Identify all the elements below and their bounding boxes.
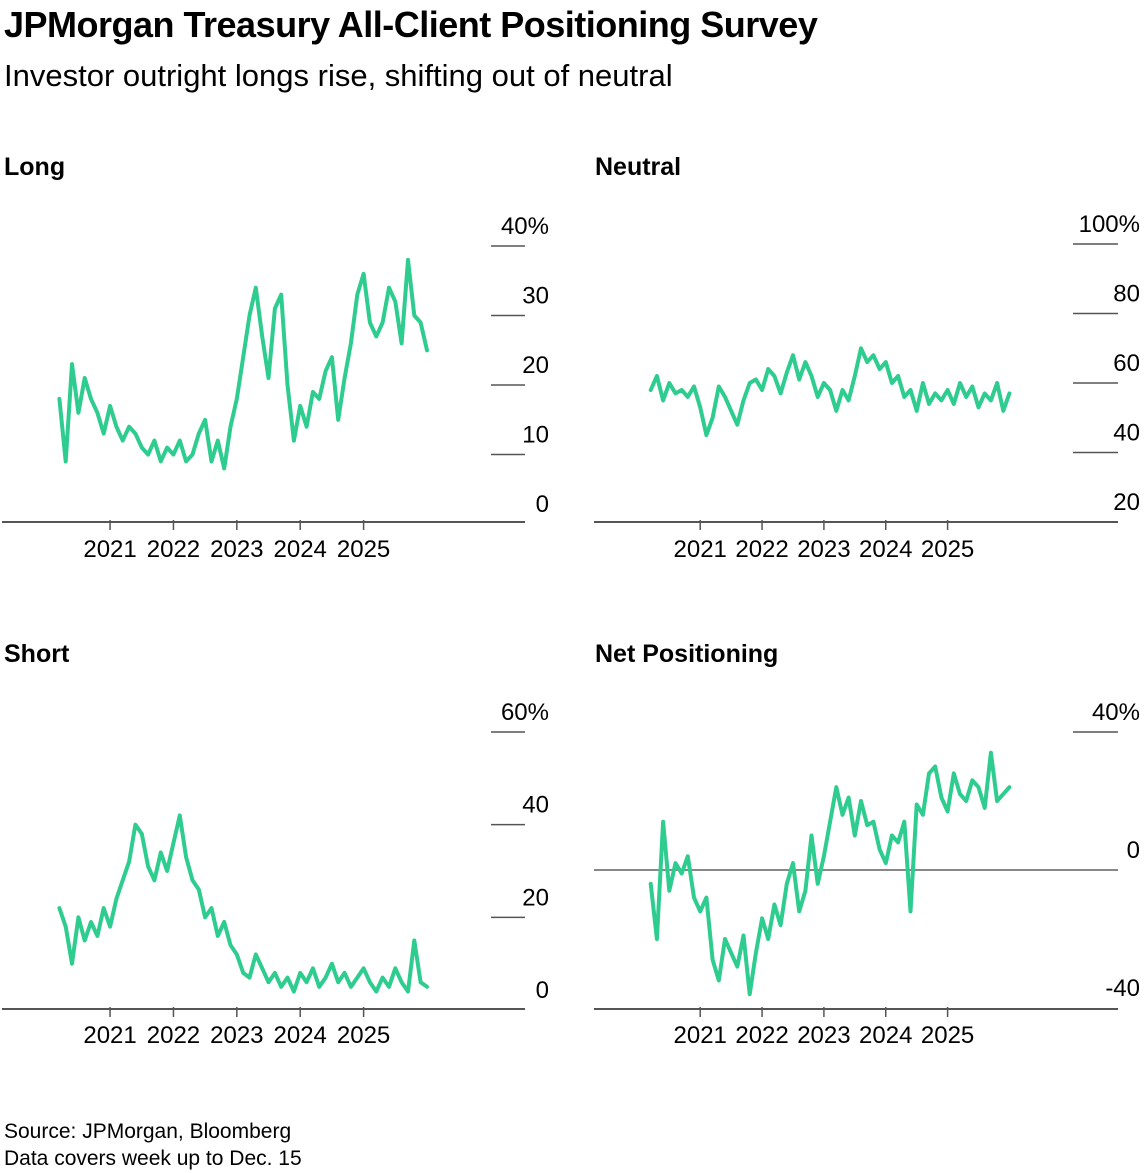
x-tick-label: 2024 (274, 536, 327, 563)
y-tick-label: 60% (501, 699, 549, 726)
y-tick-label: 40 (1113, 420, 1140, 447)
y-tick-label: 20 (1113, 489, 1140, 516)
chart-title: JPMorgan Treasury All-Client Positioning… (4, 4, 818, 45)
x-tick-label: 2025 (337, 1022, 390, 1049)
x-tick-label: 2022 (147, 536, 200, 563)
series-line (57, 257, 429, 471)
y-tick-label: 40% (1092, 699, 1140, 726)
x-tick-label: 2021 (83, 1022, 136, 1049)
series-line (648, 750, 1012, 997)
y-tick-label: 0 (536, 977, 549, 1004)
y-tick-label: 0 (1127, 837, 1140, 864)
x-tick-label: 2025 (921, 1022, 974, 1049)
y-tick-label: 30 (522, 283, 549, 310)
x-tick-label: 2022 (735, 536, 788, 563)
y-tick-label: 100% (1079, 211, 1140, 238)
x-tick-label: 2023 (797, 536, 850, 563)
series-line (648, 346, 1012, 438)
x-tick-label: 2024 (274, 1022, 327, 1049)
series-line (57, 813, 429, 994)
y-tick-label: 40 (522, 792, 549, 819)
chart-subtitle: Investor outright longs rise, shifting o… (4, 58, 673, 93)
y-tick-label: -40 (1105, 975, 1140, 1002)
panel-title-neutral: Neutral (595, 153, 682, 181)
panel-title-long: Long (4, 153, 66, 181)
panel-title-net: Net Positioning (595, 640, 779, 668)
x-tick-label: 2023 (210, 536, 263, 563)
y-tick-label: 20 (522, 352, 549, 379)
y-tick-label: 80 (1113, 281, 1140, 308)
source-note: Source: JPMorgan, Bloomberg (4, 1120, 292, 1143)
panel-title-short: Short (4, 640, 70, 668)
y-tick-label: 10 (522, 422, 549, 449)
x-tick-label: 2025 (921, 536, 974, 563)
y-tick-label: 40% (501, 213, 549, 240)
x-tick-label: 2021 (674, 536, 727, 563)
footer: Source: JPMorgan, Bloomberg Data covers … (4, 1118, 302, 1172)
x-tick-label: 2025 (337, 536, 390, 563)
data-note: Data covers week up to Dec. 15 (4, 1147, 302, 1170)
y-tick-label: 0 (536, 491, 549, 518)
x-tick-label: 2023 (210, 1022, 263, 1049)
y-tick-label: 20 (522, 884, 549, 911)
x-tick-label: 2022 (147, 1022, 200, 1049)
x-tick-label: 2024 (859, 536, 912, 563)
x-tick-label: 2021 (674, 1022, 727, 1049)
x-tick-label: 2021 (83, 536, 136, 563)
x-tick-label: 2022 (735, 1022, 788, 1049)
x-tick-label: 2023 (797, 1022, 850, 1049)
x-tick-label: 2024 (859, 1022, 912, 1049)
y-tick-label: 60 (1113, 350, 1140, 377)
